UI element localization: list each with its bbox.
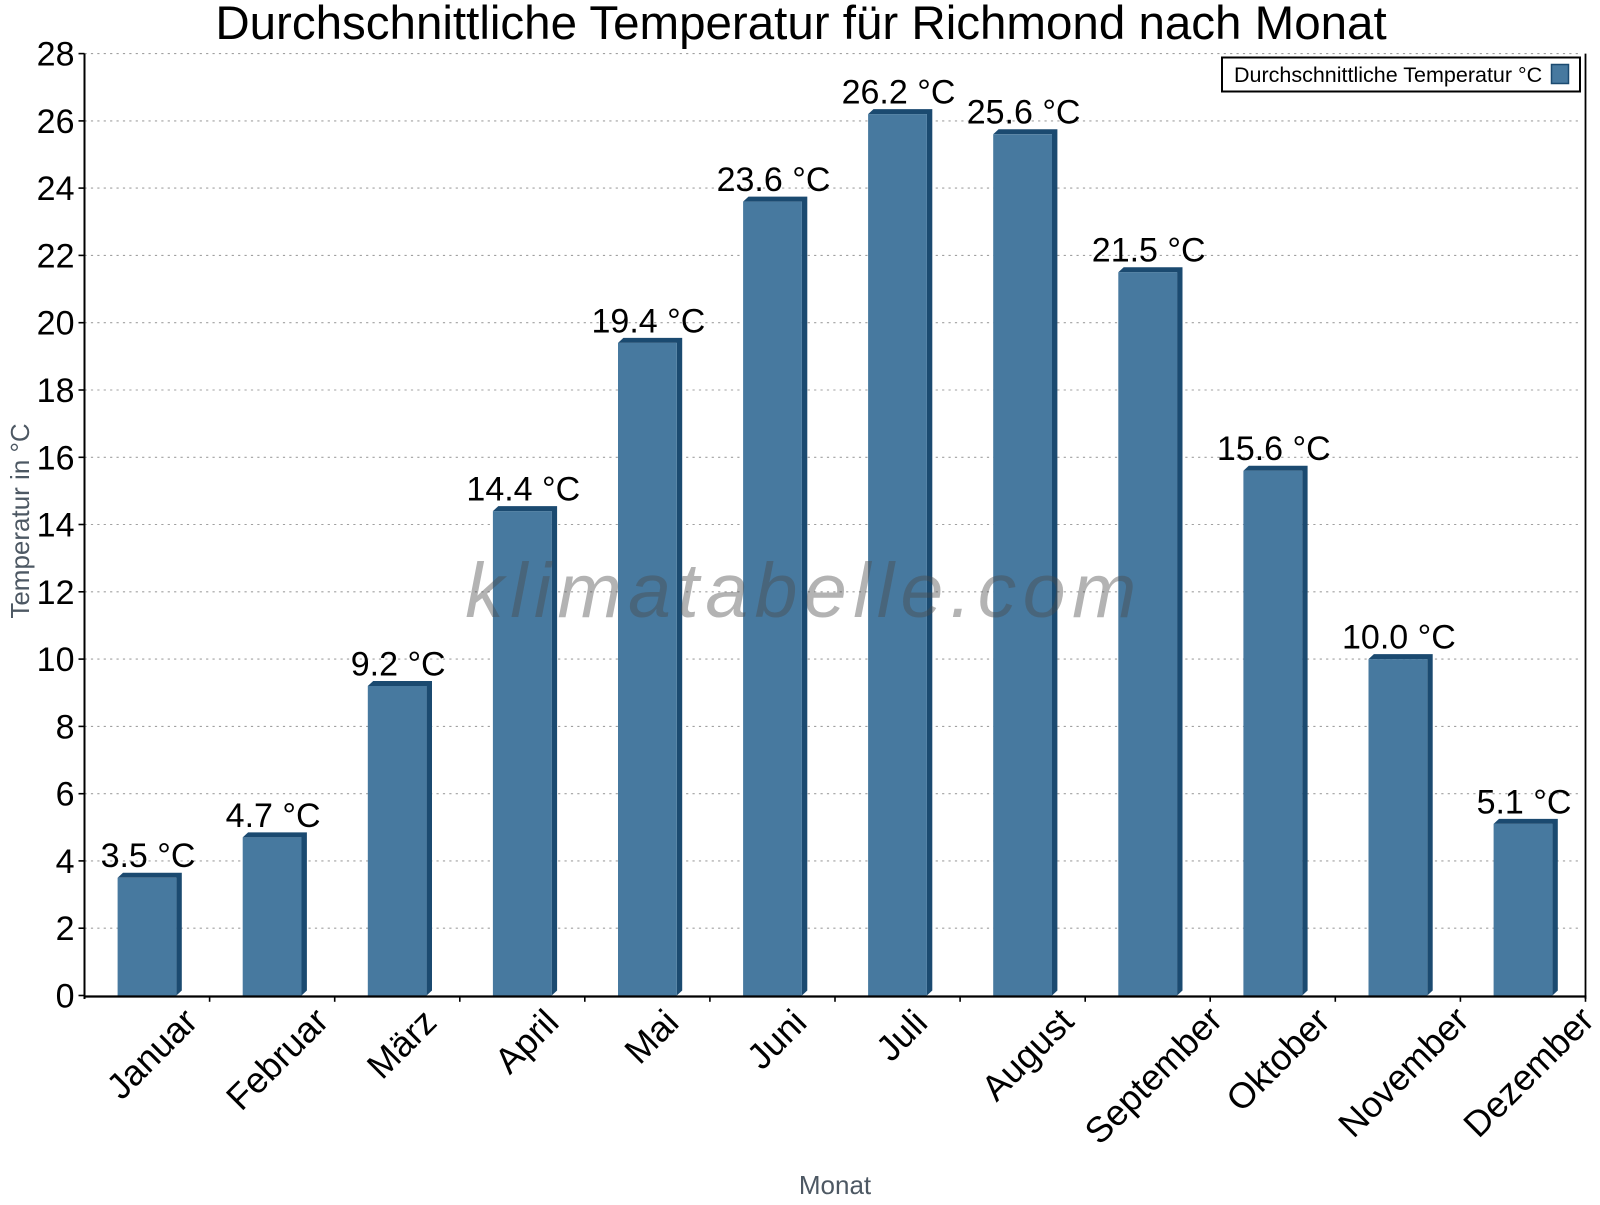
svg-text:2: 2 [56, 910, 75, 948]
svg-text:15.6 °C: 15.6 °C [1217, 430, 1331, 468]
svg-text:25.6 °C: 25.6 °C [967, 94, 1081, 132]
svg-text:26: 26 [37, 103, 75, 141]
svg-text:28: 28 [37, 36, 75, 74]
svg-text:20: 20 [37, 305, 75, 343]
svg-text:12: 12 [37, 574, 75, 612]
svg-text:Durchschnittliche Temperatur °: Durchschnittliche Temperatur °C [1234, 63, 1542, 87]
svg-text:16: 16 [37, 439, 75, 477]
svg-text:9.2 °C: 9.2 °C [351, 645, 446, 683]
svg-text:21.5 °C: 21.5 °C [1092, 232, 1206, 270]
svg-text:24: 24 [37, 170, 75, 208]
svg-text:Monat: Monat [799, 1170, 872, 1200]
svg-text:3.5 °C: 3.5 °C [101, 837, 196, 875]
svg-text:26.2 °C: 26.2 °C [842, 74, 956, 112]
svg-text:19.4 °C: 19.4 °C [592, 302, 706, 340]
svg-text:4: 4 [56, 843, 75, 881]
svg-text:6: 6 [56, 776, 75, 814]
svg-text:8: 8 [56, 708, 75, 746]
svg-text:22: 22 [37, 237, 75, 275]
svg-text:klimatabelle.com: klimatabelle.com [465, 548, 1142, 634]
svg-text:Durchschnittliche Temperatur f: Durchschnittliche Temperatur für Richmon… [215, 0, 1386, 50]
svg-text:23.6 °C: 23.6 °C [717, 161, 831, 199]
svg-text:14.4 °C: 14.4 °C [466, 471, 580, 509]
svg-text:18: 18 [37, 372, 75, 410]
svg-text:4.7 °C: 4.7 °C [226, 797, 321, 835]
svg-text:0: 0 [56, 978, 75, 1016]
svg-text:10.0 °C: 10.0 °C [1342, 619, 1456, 657]
svg-text:5.1 °C: 5.1 °C [1477, 783, 1572, 821]
svg-text:14: 14 [37, 507, 75, 545]
svg-text:Temperatur in °C: Temperatur in °C [5, 423, 35, 618]
svg-text:10: 10 [37, 641, 75, 679]
